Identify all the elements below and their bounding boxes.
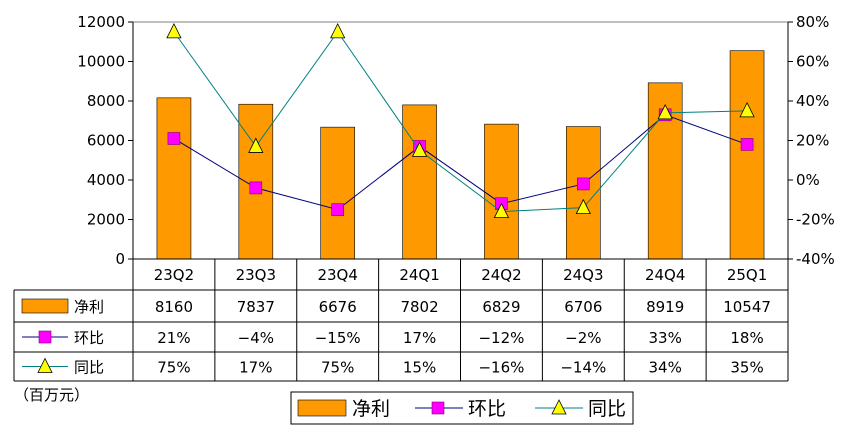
right-axis-tick-label: -20%: [796, 211, 835, 229]
category-label: 23Q3: [236, 266, 276, 284]
marker-tongbi-23Q3: [248, 137, 264, 153]
right-axis-tick-label: 60%: [796, 53, 829, 71]
category-label: 25Q1: [727, 266, 767, 284]
data-table: 23Q2 23Q3 23Q4 24Q1 24Q2 24Q3 24Q4 25Q1 净利 8160 78…: [13, 258, 789, 382]
marker-huanbi-23Q3: [249, 181, 263, 195]
line-同比: [173, 31, 748, 213]
line-series: [166, 22, 755, 219]
legend-label: 环比: [468, 398, 506, 420]
category-label: 24Q4: [645, 266, 685, 284]
table-cell: 18%: [730, 329, 763, 347]
marker-huanbi-25Q1: [740, 138, 754, 151]
bar-25Q1: [729, 50, 765, 260]
table-cell: −2%: [565, 329, 601, 347]
table-cell: 8160: [155, 298, 193, 316]
table-cell: 75%: [157, 359, 190, 377]
bar-24Q1: [402, 104, 437, 260]
table-cell: −15%: [315, 329, 361, 347]
marker-huanbi-23Q2: [167, 132, 181, 145]
left-axis-tick-label: 2000: [87, 211, 125, 229]
marker-tongbi-24Q4: [657, 103, 673, 120]
legend-label: 同比: [588, 398, 626, 420]
grid-lines: [132, 21, 789, 260]
right-axis-tick-label: 40%: [796, 92, 829, 110]
legend-key-tongbi: [551, 399, 567, 415]
row-key-tongbi: [37, 357, 53, 373]
left-axis-tick-label: 4000: [87, 171, 125, 189]
unit-label: （百万元）: [14, 386, 90, 404]
bar-24Q3: [566, 126, 601, 260]
table-cell: 34%: [649, 359, 682, 377]
row-header: 环比: [74, 329, 104, 347]
category-label: 24Q2: [481, 266, 521, 284]
table-cell: 17%: [403, 329, 436, 347]
right-axis-tick-label: 80%: [796, 13, 829, 31]
line-环比: [173, 114, 748, 211]
marker-tongbi-25Q1: [739, 101, 755, 118]
plot-frame: [132, 21, 789, 260]
table-cell: 33%: [649, 329, 682, 347]
category-label: 23Q4: [317, 266, 357, 284]
category-label: 24Q3: [563, 266, 603, 284]
marker-huanbi-23Q4: [331, 203, 344, 216]
row-key-jingli: [21, 298, 69, 314]
bar-series: [156, 50, 765, 260]
table-cell: 6676: [319, 298, 357, 316]
row-key-huanbi: [38, 330, 52, 344]
bar-24Q2: [484, 123, 519, 260]
table-cell: −16%: [478, 359, 524, 377]
left-axis-tick-label: 6000: [87, 132, 125, 150]
table-cell: 17%: [239, 359, 272, 377]
right-axis-tick-label: -40%: [796, 250, 835, 268]
table-cell: 10547: [723, 298, 771, 316]
marker-tongbi-24Q3: [575, 198, 591, 215]
table-cell: 6706: [564, 298, 602, 316]
left-axis-tick-label: 12000: [77, 13, 125, 31]
table-cell: 35%: [730, 359, 763, 377]
marker-tongbi-24Q1: [411, 141, 428, 157]
legend: 净利 环比 同比: [290, 391, 634, 425]
table-cell: 15%: [403, 359, 436, 377]
legend-key-jingli: [297, 399, 347, 417]
table-cell: 6829: [482, 298, 520, 316]
right-axis-tick-label: 20%: [796, 132, 829, 150]
right-axis-tick-label: 0%: [796, 171, 820, 189]
row-header: 同比: [74, 359, 104, 377]
table-cell: 21%: [157, 329, 190, 347]
axes: 0 2000 4000 6000 8000 10000 12000 -40% -20% 0% 20%…: [77, 13, 834, 268]
marker-tongbi-24Q2: [493, 202, 510, 219]
bar-23Q4: [320, 126, 355, 260]
legend-label: 净利: [352, 398, 390, 420]
marker-tongbi-23Q2: [166, 22, 182, 39]
left-axis-tick-label: 8000: [87, 92, 125, 110]
table-cell: −4%: [238, 329, 274, 347]
legend-key-huanbi: [431, 401, 445, 415]
bar-23Q2: [156, 97, 192, 260]
marker-huanbi-24Q3: [577, 177, 590, 191]
category-label: 24Q1: [399, 266, 439, 284]
table-cell: 7837: [237, 298, 275, 316]
left-axis-tick-label: 10000: [77, 53, 125, 71]
table-cell: −12%: [478, 329, 524, 347]
row-header: 净利: [74, 298, 104, 316]
table-cell: 7802: [400, 298, 438, 316]
table-cell: 75%: [321, 359, 354, 377]
category-label: 23Q2: [154, 266, 194, 284]
table-cell: −14%: [560, 359, 606, 377]
table-cell: 8919: [646, 298, 684, 316]
marker-tongbi-23Q4: [330, 22, 346, 39]
left-axis-tick-label: 0: [115, 250, 125, 268]
